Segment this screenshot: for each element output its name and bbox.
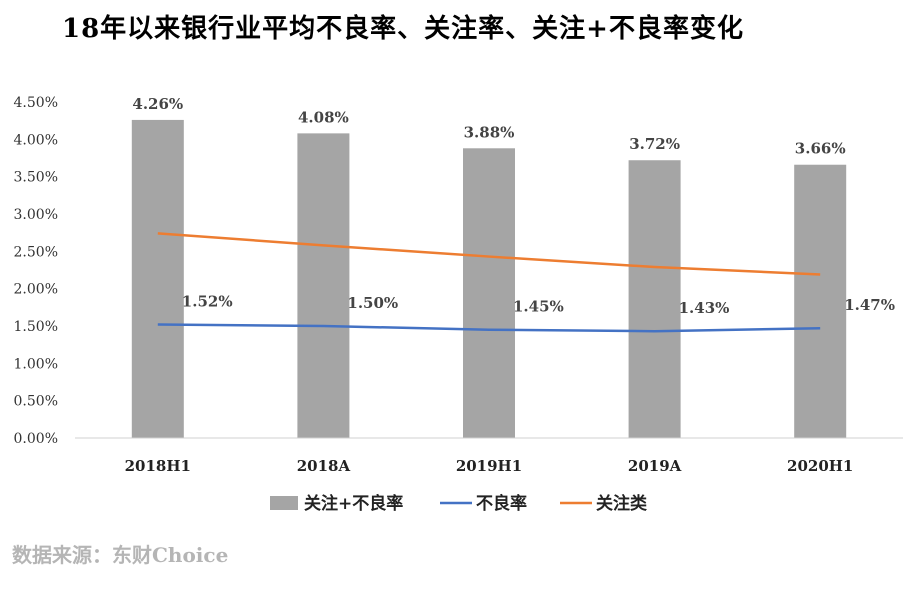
bar-data-label: 3.72% [629,135,680,153]
x-tick-label: 2018H1 [125,457,191,475]
series-line [157,232,821,276]
x-tick-label: 2019H1 [456,457,522,475]
y-tick-label: 3.00% [14,207,58,223]
line-data-label: 1.45% [513,298,564,316]
bar-data-label: 3.66% [795,140,846,158]
legend-label: 关注类 [596,493,648,514]
y-axis: 0.00% 0.50% 1.00% 1.50% 2.00% 2.50% 3.00% 3.50%… [14,95,58,447]
legend-label: 关注+不良率 [304,493,403,514]
bar-data-label: 4.26% [132,95,183,113]
bar [297,133,350,439]
x-tick-label: 2019A [628,457,682,475]
bar [628,160,681,439]
y-tick-label: 4.50% [14,95,58,111]
bar-data-label: 4.08% [298,108,349,126]
x-axis: 2018H1 2018A 2019H1 2019A 2020H1 [75,437,903,475]
x-tick-label: 2018A [297,457,351,475]
legend: 关注+不良率 不良率 关注类 [270,493,648,514]
bar-data-label: 3.88% [464,123,515,141]
y-tick-label: 0.00% [14,431,58,447]
y-tick-label: 1.50% [14,319,58,335]
legend-swatch [270,496,298,510]
bar [463,148,515,438]
bar [794,164,847,438]
y-tick-label: 3.50% [14,170,58,186]
series-line [157,323,821,333]
legend-label: 不良率 [476,493,527,514]
line-data-label: 1.50% [347,294,398,312]
line-data-labels: 1.52% 1.50% 1.45% 1.43% 1.47% [182,293,895,318]
y-tick-label: 2.00% [14,282,58,298]
line-series [157,232,821,333]
bar-series [131,119,847,439]
y-tick-label: 1.00% [14,356,58,372]
line-data-label: 1.43% [679,299,730,317]
source-note: 数据来源：东财Choice [12,543,229,567]
line-data-label: 1.52% [182,293,233,311]
y-tick-label: 4.00% [14,132,58,148]
x-tick-label: 2020H1 [787,457,853,475]
bar [131,119,184,439]
chart-title: 18年以来银行业平均不良率、关注率、关注+不良率变化 [62,14,744,44]
line-data-label: 1.47% [844,296,895,314]
bar-data-labels: 4.26% 4.08% 3.88% 3.72% 3.66% [132,95,845,158]
y-tick-label: 2.50% [14,244,58,260]
y-tick-label: 0.50% [14,394,58,410]
